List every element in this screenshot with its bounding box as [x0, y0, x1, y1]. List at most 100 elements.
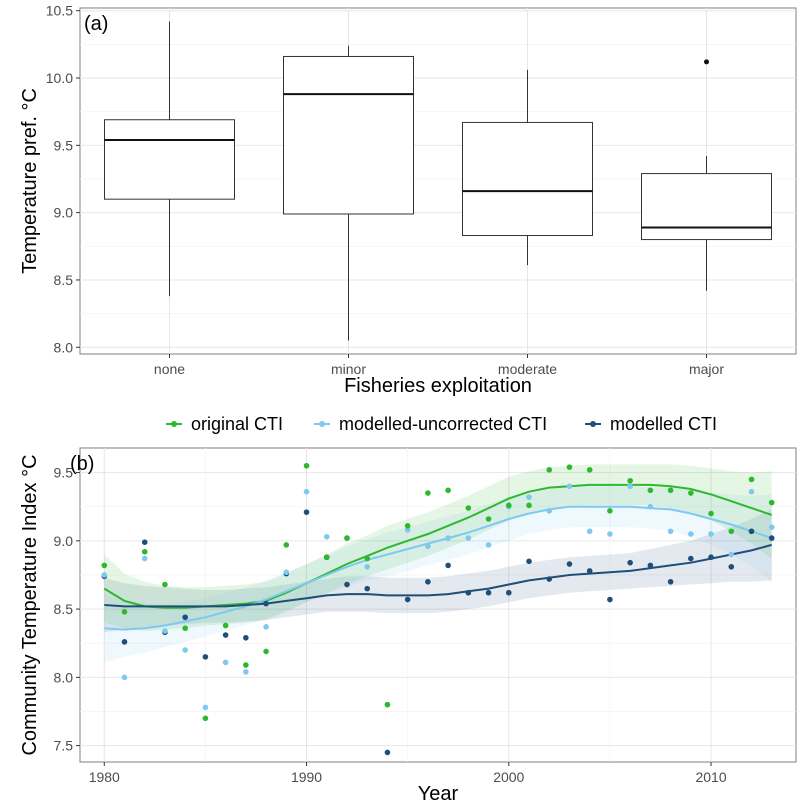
box-none [104, 21, 235, 297]
data-point [202, 715, 209, 722]
box-outlier [704, 59, 709, 65]
data-point [101, 572, 108, 578]
data-point [728, 563, 735, 570]
panel-b-x-tick-label: 2010 [695, 769, 726, 785]
legend-key-point [319, 421, 325, 427]
panel-a-x-tick-label: major [689, 361, 724, 377]
data-point [607, 531, 613, 537]
data-point [647, 503, 654, 510]
data-point [445, 487, 451, 494]
data-point [566, 561, 573, 567]
data-point [667, 578, 674, 585]
panel-b-x-tick-label: 2000 [493, 769, 524, 785]
data-point [768, 499, 775, 506]
data-point [263, 624, 269, 630]
data-point [485, 542, 492, 548]
data-point [243, 669, 249, 675]
legend-item: original CTI [166, 414, 283, 434]
data-point [445, 535, 451, 541]
data-point [344, 581, 350, 588]
data-point [728, 551, 735, 558]
data-point [141, 548, 148, 555]
data-point [586, 467, 593, 473]
data-point [526, 494, 532, 500]
data-point [607, 508, 613, 514]
panel-a-y-tick-label: 9.5 [54, 137, 74, 153]
panel-a-y-tick-label: 8.5 [54, 272, 74, 288]
panel-b-y-axis-title: Community Temperature Index °C [19, 454, 41, 755]
box-iqr [283, 55, 414, 215]
panel-b-frame [79, 447, 797, 763]
data-point [323, 533, 330, 540]
data-point [586, 568, 593, 574]
box-iqr [462, 121, 593, 237]
data-point [667, 528, 674, 535]
smooth-line-2 [104, 543, 772, 608]
legend-item: modelled CTI [585, 414, 717, 434]
data-point [141, 555, 148, 562]
legend-item: modelled-uncorrected CTI [314, 414, 547, 434]
box-moderate [462, 69, 593, 266]
data-point [141, 539, 148, 545]
data-point [505, 502, 512, 509]
panel-a-y-tick-label: 9.0 [54, 205, 74, 221]
data-point [101, 562, 108, 569]
legend-key-point [171, 421, 177, 427]
data-point [485, 589, 492, 596]
data-point [546, 508, 553, 514]
data-point [526, 502, 532, 509]
panel-b-y-tick-label: 8.5 [54, 601, 74, 617]
data-point [748, 488, 755, 495]
data-point [121, 609, 128, 615]
panel-a: 8.0 8.5 9.0 9.5 10.0 10.5 none minor moderate ma… [19, 3, 797, 397]
data-point [688, 531, 694, 537]
data-point [566, 464, 573, 470]
data-point [485, 516, 492, 522]
data-point [202, 654, 209, 660]
panel-b-y-tick-label: 7.5 [54, 738, 74, 754]
panel-b-x-tick-label: 1990 [291, 769, 322, 785]
panel-b-x-axis-title: Year [418, 783, 459, 805]
box-minor [283, 45, 414, 341]
panel-a-y-tick-label: 10.0 [46, 70, 73, 86]
data-point [162, 628, 168, 634]
panel-a-x-tick-label: none [154, 361, 185, 377]
data-point [566, 483, 573, 490]
legend: original CTI modelled-uncorrected CTI mode… [166, 414, 717, 434]
data-point [445, 562, 451, 569]
data-point [748, 476, 755, 483]
data-point [303, 462, 310, 469]
data-point [768, 524, 775, 530]
data-point [344, 535, 350, 541]
data-point [222, 659, 229, 666]
data-point [384, 749, 391, 756]
data-point [121, 639, 128, 645]
legend-label: modelled CTI [610, 414, 717, 434]
data-point [263, 600, 269, 607]
data-point [505, 589, 512, 596]
data-point [121, 674, 128, 681]
confidence-band-0 [104, 464, 772, 631]
data-point [243, 634, 249, 641]
box-iqr [104, 119, 235, 200]
data-point [303, 488, 310, 495]
data-point [364, 563, 371, 570]
data-point [404, 596, 411, 603]
data-point [768, 535, 775, 541]
data-point [627, 559, 633, 566]
data-point [243, 662, 249, 668]
panel-b-y-tick-label: 9.0 [54, 533, 74, 549]
data-point [425, 543, 431, 550]
data-point [162, 581, 168, 588]
panel-a-x-axis-title: Fisheries exploitation [344, 375, 532, 397]
data-point [364, 585, 371, 592]
data-point [688, 490, 694, 496]
panel-b-label: (b) [70, 453, 94, 475]
data-point [526, 558, 532, 565]
data-point [647, 487, 654, 494]
data-point [465, 589, 472, 596]
data-point [404, 527, 411, 533]
data-point [748, 528, 755, 535]
data-point [647, 562, 654, 569]
